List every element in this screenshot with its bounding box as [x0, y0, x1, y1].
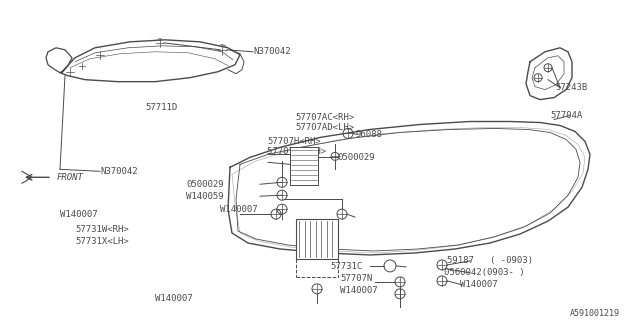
Text: 0560042(0903- ): 0560042(0903- )	[444, 268, 525, 277]
Text: 57731X<LH>: 57731X<LH>	[75, 236, 129, 245]
Text: 57707I <LH>: 57707I <LH>	[267, 147, 326, 156]
Text: 96088: 96088	[355, 130, 382, 139]
Text: W140007: W140007	[340, 286, 378, 295]
Text: 57711D: 57711D	[145, 103, 177, 112]
Text: W140007: W140007	[60, 210, 98, 219]
Text: W140059: W140059	[186, 192, 223, 201]
Bar	[296, 219, 338, 259]
Text: 0500029: 0500029	[337, 153, 374, 162]
Text: 57243B: 57243B	[555, 83, 588, 92]
Text: W140007: W140007	[220, 205, 258, 214]
Text: 57731C: 57731C	[330, 262, 362, 271]
Text: 57731W<RH>: 57731W<RH>	[75, 225, 129, 234]
Text: 0500029: 0500029	[186, 180, 223, 189]
Text: 57707N: 57707N	[340, 274, 372, 284]
Polygon shape	[60, 40, 240, 82]
Text: 57704A: 57704A	[550, 111, 582, 120]
Text: FRONT: FRONT	[57, 173, 84, 182]
Text: 59187   ( -0903): 59187 ( -0903)	[447, 256, 533, 265]
Text: W140007: W140007	[155, 294, 193, 303]
Text: A591001219: A591001219	[570, 309, 620, 318]
Text: N370042: N370042	[100, 167, 138, 176]
Bar	[290, 148, 318, 185]
Text: 57707AD<LH>: 57707AD<LH>	[295, 123, 354, 132]
Text: N370042: N370042	[253, 47, 291, 56]
Text: 57707H<RH>: 57707H<RH>	[267, 137, 321, 146]
Text: W140007: W140007	[460, 280, 498, 289]
Text: 57707AC<RH>: 57707AC<RH>	[295, 113, 354, 122]
